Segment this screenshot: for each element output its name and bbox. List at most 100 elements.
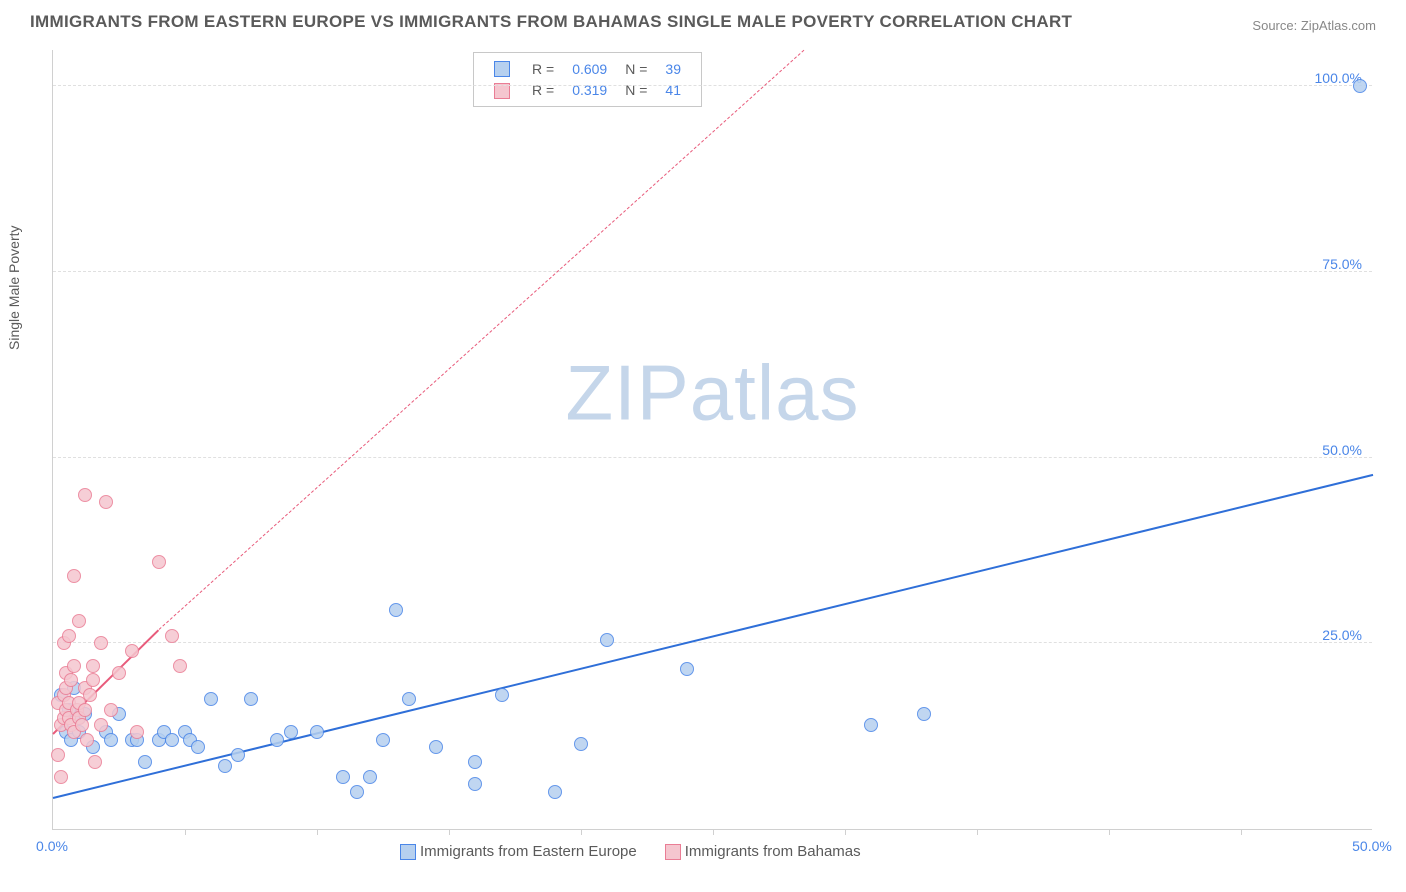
source-name: ZipAtlas.com bbox=[1301, 18, 1376, 33]
data-point bbox=[112, 666, 126, 680]
data-point bbox=[152, 555, 166, 569]
data-point bbox=[62, 629, 76, 643]
data-point bbox=[363, 770, 377, 784]
source-label: Source: bbox=[1252, 18, 1297, 33]
data-point bbox=[165, 629, 179, 643]
data-point bbox=[548, 785, 562, 799]
data-point bbox=[78, 488, 92, 502]
x-minor-tick bbox=[1109, 829, 1110, 835]
data-point bbox=[350, 785, 364, 799]
data-point bbox=[54, 770, 68, 784]
legend-series-name: Immigrants from Bahamas bbox=[685, 843, 861, 860]
data-point bbox=[94, 636, 108, 650]
data-point bbox=[99, 495, 113, 509]
x-minor-tick bbox=[185, 829, 186, 835]
data-point bbox=[191, 740, 205, 754]
trend-line bbox=[158, 50, 804, 630]
data-point bbox=[468, 755, 482, 769]
legend-swatch bbox=[665, 844, 681, 860]
x-minor-tick bbox=[713, 829, 714, 835]
n-value: 41 bbox=[657, 80, 689, 99]
data-point bbox=[864, 718, 878, 732]
plot-area: ZIPatlas R =0.609N =39R =0.319N =41 25.0… bbox=[52, 50, 1372, 830]
data-point bbox=[402, 692, 416, 706]
data-point bbox=[231, 748, 245, 762]
data-point bbox=[78, 703, 92, 717]
data-point bbox=[495, 688, 509, 702]
r-value: 0.319 bbox=[564, 80, 615, 99]
x-minor-tick bbox=[317, 829, 318, 835]
trend-line bbox=[53, 473, 1373, 798]
legend-bottom-item: Immigrants from Bahamas bbox=[665, 843, 861, 860]
data-point bbox=[104, 733, 118, 747]
legend-row: R =0.319N =41 bbox=[486, 80, 689, 99]
y-axis-label: Single Male Poverty bbox=[6, 225, 22, 350]
data-point bbox=[270, 733, 284, 747]
data-point bbox=[244, 692, 258, 706]
x-minor-tick bbox=[977, 829, 978, 835]
data-point bbox=[429, 740, 443, 754]
data-point bbox=[204, 692, 218, 706]
x-minor-tick bbox=[581, 829, 582, 835]
watermark: ZIPatlas bbox=[565, 347, 859, 438]
data-point bbox=[94, 718, 108, 732]
data-point bbox=[86, 673, 100, 687]
gridline-horizontal bbox=[53, 642, 1372, 643]
data-point bbox=[1353, 79, 1367, 93]
n-label: N = bbox=[617, 80, 655, 99]
legend-series-name: Immigrants from Eastern Europe bbox=[420, 843, 637, 860]
x-minor-tick bbox=[449, 829, 450, 835]
data-point bbox=[138, 755, 152, 769]
data-point bbox=[389, 603, 403, 617]
data-point bbox=[130, 725, 144, 739]
data-point bbox=[88, 755, 102, 769]
data-point bbox=[51, 748, 65, 762]
data-point bbox=[284, 725, 298, 739]
y-tick-label: 25.0% bbox=[1322, 627, 1362, 643]
r-label: R = bbox=[524, 80, 562, 99]
gridline-horizontal bbox=[53, 271, 1372, 272]
data-point bbox=[125, 644, 139, 658]
legend-row: R =0.609N =39 bbox=[486, 59, 689, 78]
data-point bbox=[80, 733, 94, 747]
data-point bbox=[173, 659, 187, 673]
watermark-zip: ZIP bbox=[565, 348, 689, 436]
data-point bbox=[310, 725, 324, 739]
data-point bbox=[72, 614, 86, 628]
x-minor-tick bbox=[1241, 829, 1242, 835]
data-point bbox=[376, 733, 390, 747]
data-point bbox=[468, 777, 482, 791]
gridline-horizontal bbox=[53, 85, 1372, 86]
legend-bottom-item: Immigrants from Eastern Europe bbox=[400, 843, 637, 860]
r-value: 0.609 bbox=[564, 59, 615, 78]
legend-swatch bbox=[400, 844, 416, 860]
series-legend: Immigrants from Eastern Europe Immigrants… bbox=[400, 843, 889, 864]
data-point bbox=[67, 659, 81, 673]
gridline-horizontal bbox=[53, 457, 1372, 458]
data-point bbox=[67, 569, 81, 583]
y-tick-label: 75.0% bbox=[1322, 256, 1362, 272]
source-attribution: Source: ZipAtlas.com bbox=[1252, 18, 1376, 33]
x-tick-label: 50.0% bbox=[1352, 838, 1392, 854]
x-minor-tick bbox=[845, 829, 846, 835]
legend-swatch bbox=[494, 61, 510, 77]
data-point bbox=[680, 662, 694, 676]
data-point bbox=[600, 633, 614, 647]
n-value: 39 bbox=[657, 59, 689, 78]
data-point bbox=[336, 770, 350, 784]
data-point bbox=[64, 673, 78, 687]
data-point bbox=[75, 718, 89, 732]
correlation-legend: R =0.609N =39R =0.319N =41 bbox=[473, 52, 702, 107]
y-tick-label: 50.0% bbox=[1322, 442, 1362, 458]
watermark-atlas: atlas bbox=[690, 348, 860, 436]
data-point bbox=[574, 737, 588, 751]
data-point bbox=[83, 688, 97, 702]
x-tick-label: 0.0% bbox=[36, 838, 68, 854]
data-point bbox=[104, 703, 118, 717]
data-point bbox=[86, 659, 100, 673]
data-point bbox=[917, 707, 931, 721]
r-label: R = bbox=[524, 59, 562, 78]
n-label: N = bbox=[617, 59, 655, 78]
chart-title: IMMIGRANTS FROM EASTERN EUROPE VS IMMIGR… bbox=[30, 12, 1072, 32]
data-point bbox=[165, 733, 179, 747]
